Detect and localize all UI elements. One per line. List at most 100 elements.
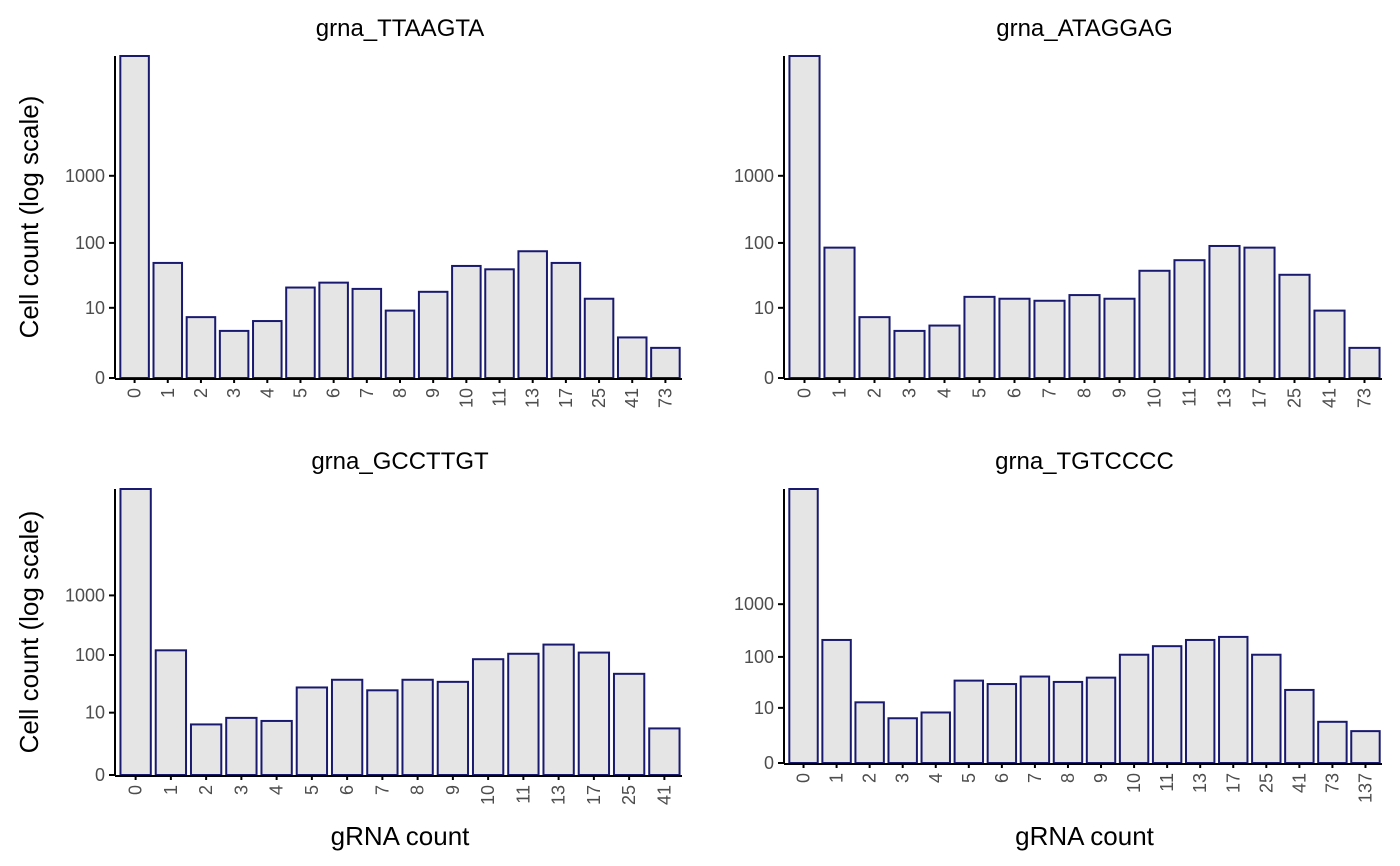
y-tick-label: 0: [95, 765, 105, 785]
bar: [648, 727, 681, 776]
x-tick-label: 17: [556, 388, 576, 408]
x-tick-label: 3: [231, 785, 251, 795]
x-tick-label: 11: [513, 785, 533, 804]
panel-title: grna_ATAGGAG: [996, 15, 1173, 42]
x-tick-label: 4: [935, 388, 955, 398]
x-tick-label: 13: [523, 388, 543, 408]
y-axis-label: Cell count (log scale): [14, 511, 44, 754]
x-tick-label: 5: [302, 785, 322, 795]
bar: [295, 686, 329, 776]
x-tick-label: 41: [654, 785, 674, 805]
bar: [484, 268, 515, 379]
y-tick-label: 0: [95, 368, 105, 388]
y-tick-label: 100: [744, 647, 774, 667]
bar: [225, 716, 258, 777]
x-tick-label: 25: [1285, 388, 1305, 408]
bar: [119, 55, 150, 379]
bar: [252, 320, 283, 379]
y-tick-label: 0: [764, 753, 774, 773]
bar: [1068, 294, 1101, 379]
x-tick-label: 10: [478, 785, 498, 805]
y-tick-label: 10: [754, 698, 774, 718]
bar: [318, 281, 349, 380]
x-tick-label: 41: [622, 388, 642, 408]
x-tick-label: 10: [1145, 388, 1165, 408]
bar: [920, 711, 951, 764]
bar: [854, 701, 885, 765]
x-tick-label: 73: [1355, 388, 1375, 408]
x-tick-label: 11: [1157, 773, 1177, 792]
bar: [471, 658, 505, 777]
y-tick-label: 1000: [734, 166, 774, 186]
bar: [330, 678, 364, 777]
x-tick-label: 1: [830, 388, 850, 398]
bar: [436, 680, 470, 776]
bar: [1243, 246, 1276, 379]
x-tick-label: 6: [992, 773, 1012, 783]
y-tick-label: 100: [744, 233, 774, 253]
bar: [612, 672, 646, 777]
x-tick-label: 1: [161, 785, 181, 795]
x-tick-label: 3: [900, 388, 920, 398]
bar: [550, 261, 582, 379]
x-tick-label: 13: [1215, 388, 1235, 408]
bar: [1118, 653, 1150, 764]
bar: [1313, 309, 1346, 379]
bar: [577, 651, 611, 777]
panel-title: grna_GCCTTGT: [311, 448, 489, 475]
x-tick-label: 41: [1289, 773, 1309, 793]
x-tick-label: 0: [795, 388, 815, 398]
bar: [858, 316, 891, 380]
x-tick-label: 137: [1355, 773, 1375, 803]
x-tick-label: 25: [619, 785, 639, 805]
bar: [986, 683, 1018, 764]
bar: [260, 719, 293, 777]
bar: [542, 643, 575, 777]
x-tick-label: 9: [1091, 773, 1111, 783]
bar: [351, 287, 383, 379]
y-tick-label: 0: [764, 368, 774, 388]
bar: [788, 488, 819, 764]
x-tick-label: 17: [1250, 388, 1270, 408]
bar: [366, 689, 399, 776]
x-tick-label: 8: [408, 785, 428, 795]
x-tick-label: 7: [357, 388, 377, 398]
x-tick-label: 17: [584, 785, 604, 805]
bar: [928, 324, 961, 379]
x-tick-label: 8: [390, 388, 410, 398]
bar: [823, 246, 856, 379]
bar: [963, 295, 996, 380]
bar: [1350, 730, 1381, 765]
bar: [517, 250, 548, 379]
bar: [583, 297, 615, 379]
x-tick-label: 6: [324, 388, 344, 398]
x-tick-label: 2: [196, 785, 216, 795]
bar: [1208, 244, 1241, 379]
bar: [285, 286, 316, 379]
bar: [1138, 269, 1171, 379]
bar: [788, 55, 821, 379]
y-tick-label: 100: [75, 233, 105, 253]
bar: [1218, 635, 1249, 764]
bar: [1085, 676, 1117, 765]
x-tick-label: 6: [1005, 388, 1025, 398]
x-tick-label: 0: [125, 388, 145, 398]
x-tick-label: 0: [794, 773, 814, 783]
x-tick-label: 8: [1075, 388, 1095, 398]
x-tick-label: 9: [423, 388, 443, 398]
bar: [953, 679, 985, 764]
x-tick-label: 4: [257, 388, 277, 398]
bar: [1052, 680, 1084, 764]
x-tick-label: 1: [827, 773, 847, 783]
x-tick-label: 6: [337, 785, 357, 795]
x-tick-label: 5: [970, 388, 990, 398]
bar: [1278, 273, 1311, 380]
bar: [154, 649, 188, 777]
x-tick-label: 41: [1320, 388, 1340, 408]
y-tick-label: 10: [85, 703, 105, 723]
x-tick-label: 3: [893, 773, 913, 783]
x-tick-label: 25: [589, 388, 609, 408]
y-tick-label: 10: [754, 298, 774, 318]
bar: [1019, 675, 1051, 765]
